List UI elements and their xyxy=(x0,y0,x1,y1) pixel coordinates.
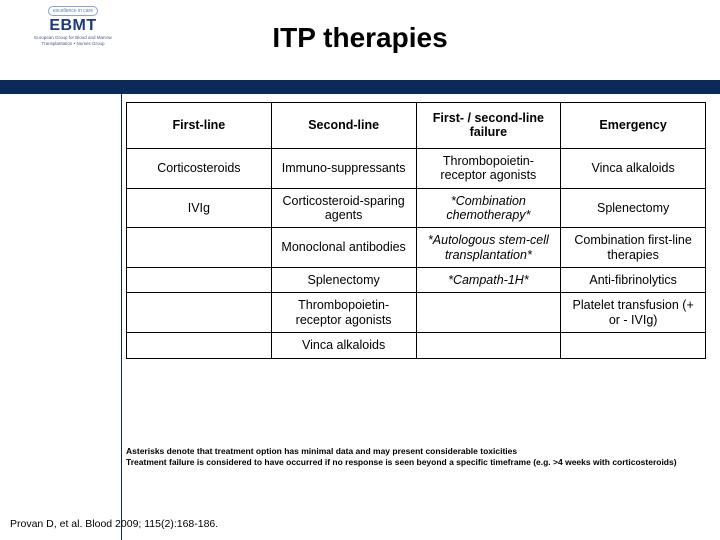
table-header-row: First-line Second-line First- / second-l… xyxy=(127,103,706,149)
table-cell: *Combination chemotherapy* xyxy=(416,188,561,228)
footnote-line: Asterisks denote that treatment option h… xyxy=(126,446,700,457)
footnote-line: Treatment failure is considered to have … xyxy=(126,457,700,468)
table-cell xyxy=(416,333,561,358)
table-row: Thrombopoietin-receptor agonists Platelet… xyxy=(127,293,706,333)
table-cell: Thrombopoietin-receptor agonists xyxy=(271,293,416,333)
table-row: Monoclonal antibodies*Autologous stem-ce… xyxy=(127,228,706,268)
table-cell: Corticosteroid-sparing agents xyxy=(271,188,416,228)
table-cell: Anti-fibrinolytics xyxy=(561,268,706,293)
page-title: ITP therapies xyxy=(0,22,720,54)
table-row: CorticosteroidsImmuno-suppressantsThromb… xyxy=(127,148,706,188)
table-cell: Splenectomy xyxy=(561,188,706,228)
table-row: Splenectomy*Campath-1H*Anti-fibrinolytic… xyxy=(127,268,706,293)
table-cell: Monoclonal antibodies xyxy=(271,228,416,268)
therapies-table: First-line Second-line First- / second-l… xyxy=(126,102,706,359)
footnote: Asterisks denote that treatment option h… xyxy=(126,446,700,467)
table-cell: Splenectomy xyxy=(271,268,416,293)
logo-tagline: excellence in care xyxy=(48,6,98,16)
table-cell: IVIg xyxy=(127,188,272,228)
table-cell: Platelet transfusion (+ or - IVIg) xyxy=(561,293,706,333)
table-row: IVIgCorticosteroid-sparing agents*Combin… xyxy=(127,188,706,228)
table-cell: *Autologous stem-cell transplantation* xyxy=(416,228,561,268)
table-cell: Corticosteroids xyxy=(127,148,272,188)
citation: Provan D, et al. Blood 2009; 115(2):168-… xyxy=(10,518,218,530)
table-cell xyxy=(561,333,706,358)
table-cell xyxy=(127,293,272,333)
col-header: First-line xyxy=(127,103,272,149)
table-cell: *Campath-1H* xyxy=(416,268,561,293)
table-row: Vinca alkaloids xyxy=(127,333,706,358)
table-cell: Vinca alkaloids xyxy=(561,148,706,188)
content-area: First-line Second-line First- / second-l… xyxy=(126,102,706,359)
col-header: Emergency xyxy=(561,103,706,149)
table-cell: Immuno-suppressants xyxy=(271,148,416,188)
table-body: CorticosteroidsImmuno-suppressantsThromb… xyxy=(127,148,706,358)
table-cell xyxy=(416,293,561,333)
table-cell: Vinca alkaloids xyxy=(271,333,416,358)
table-cell: Combination first-line therapies xyxy=(561,228,706,268)
col-header: Second-line xyxy=(271,103,416,149)
table-cell xyxy=(127,228,272,268)
vertical-rule xyxy=(121,93,122,540)
table-cell xyxy=(127,333,272,358)
horizontal-rule xyxy=(0,93,720,94)
table-cell xyxy=(127,268,272,293)
table-cell: Thrombopoietin-receptor agonists xyxy=(416,148,561,188)
col-header: First- / second-line failure xyxy=(416,103,561,149)
blue-band xyxy=(0,80,720,94)
